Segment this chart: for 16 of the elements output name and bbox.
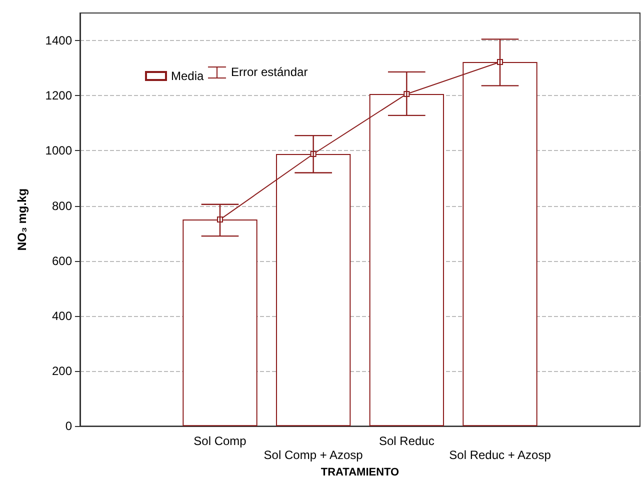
- y-tick-label: 1200: [45, 88, 72, 103]
- y-tick-label: 400: [52, 308, 72, 323]
- x-tick-label: Sol Reduc: [378, 434, 434, 448]
- y-tick-label: 600: [52, 254, 72, 268]
- legend-label: Media: [171, 69, 204, 83]
- annotation: Error estándar: [231, 65, 308, 79]
- x-tick-label: Sol Comp + Azosp: [264, 448, 364, 462]
- y-tick-label: 1000: [45, 144, 72, 158]
- y-tick-label: 800: [52, 198, 72, 213]
- y-tick-label: 200: [52, 364, 72, 378]
- x-tick-label: Sol Comp: [194, 434, 247, 448]
- x-axis-title: TRATAMIENTO: [320, 466, 400, 478]
- y-axis-title: NO₃ mg.kg: [15, 188, 29, 251]
- x-tick-label: Sol Reduc + Azosp: [449, 448, 552, 462]
- y-tick-label: 0: [65, 419, 72, 434]
- y-tick-label: 1400: [45, 34, 72, 48]
